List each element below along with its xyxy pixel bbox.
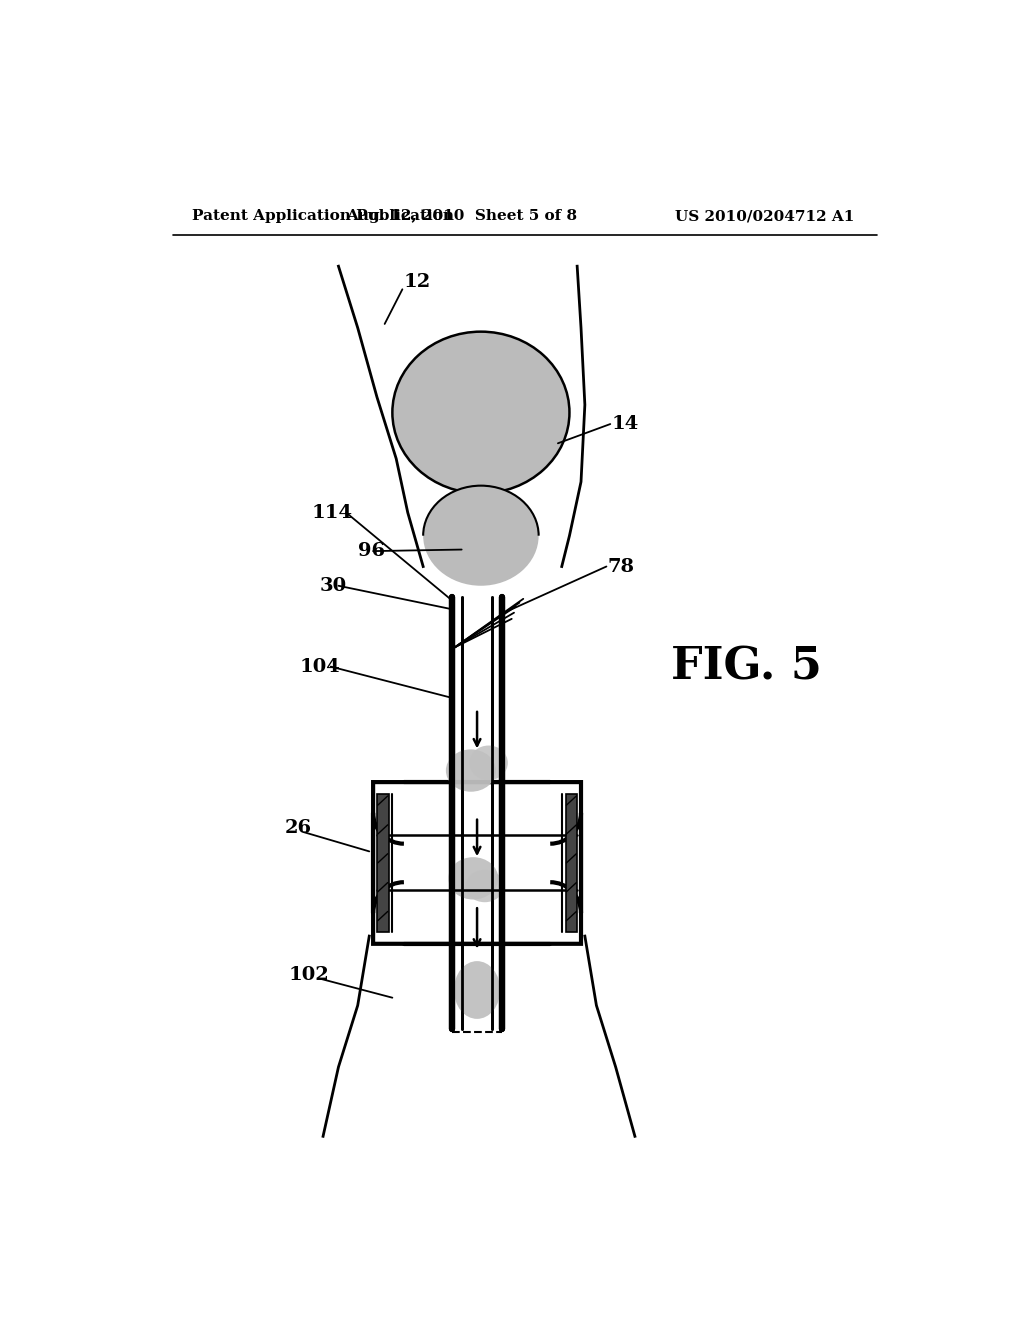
Text: 26: 26	[285, 820, 311, 837]
Ellipse shape	[392, 331, 569, 494]
Ellipse shape	[423, 486, 539, 586]
FancyBboxPatch shape	[373, 781, 581, 944]
Text: 14: 14	[611, 414, 639, 433]
Text: FIG. 5: FIG. 5	[671, 645, 822, 688]
Bar	[493, 597, 500, 1028]
Text: 102: 102	[289, 966, 329, 983]
Ellipse shape	[454, 961, 500, 1019]
Text: 96: 96	[357, 543, 385, 560]
Ellipse shape	[469, 746, 508, 780]
Text: 78: 78	[608, 557, 635, 576]
Ellipse shape	[449, 857, 499, 899]
Bar	[565, 793, 578, 932]
Text: 30: 30	[319, 577, 346, 595]
Text: US 2010/0204712 A1: US 2010/0204712 A1	[675, 209, 854, 223]
Bar	[454, 597, 460, 1028]
Text: 12: 12	[403, 273, 431, 290]
Ellipse shape	[445, 750, 496, 792]
Text: Aug. 12, 2010  Sheet 5 of 8: Aug. 12, 2010 Sheet 5 of 8	[346, 209, 578, 223]
Text: Patent Application Publication: Patent Application Publication	[193, 209, 455, 223]
Ellipse shape	[466, 870, 504, 903]
Text: 114: 114	[311, 504, 352, 521]
Text: 104: 104	[300, 657, 341, 676]
Bar	[377, 793, 388, 932]
